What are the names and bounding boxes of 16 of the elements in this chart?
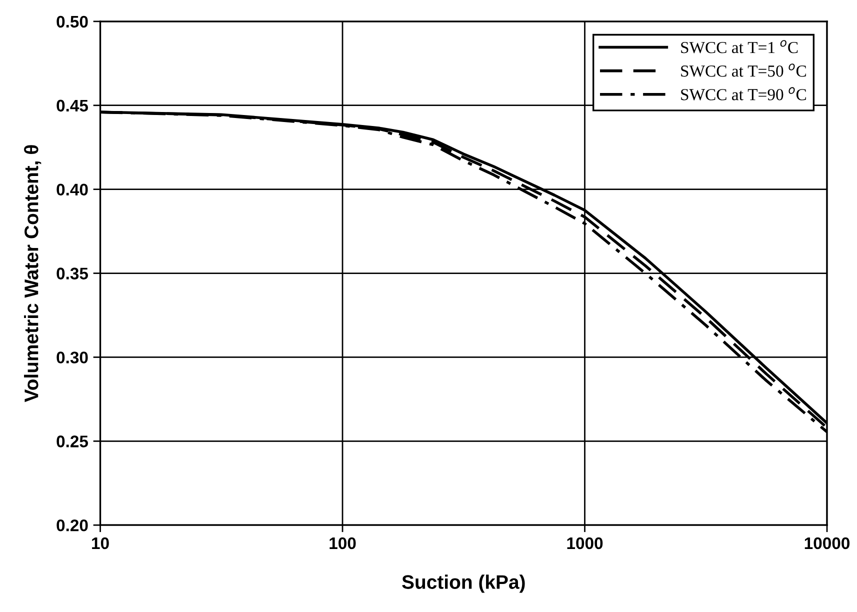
y-tick-label: 0.30	[56, 352, 88, 364]
y-tick-label: 0.50	[56, 16, 88, 28]
y-tick-label: 0.35	[56, 268, 88, 280]
y-tick-label: 0.45	[56, 100, 88, 112]
legend-label: SWCC at T=90 $^{o}$C	[681, 87, 806, 100]
y-axis-title: Volumetric Water Content, θ	[24, 145, 42, 402]
x-tick-label: 100	[330, 537, 356, 550]
x-axis-title: Suction (kPa)	[402, 574, 525, 593]
legend-label: SWCC at T=1 $^{o}$C	[681, 40, 798, 54]
x-tick-label: 1000	[567, 537, 603, 550]
legend-label: SWCC at T=50 $^{o}$C	[681, 64, 806, 77]
x-tick-label: 10000	[804, 537, 850, 550]
y-tick-label: 0.20	[56, 519, 88, 532]
x-tick-label: 10	[92, 537, 109, 550]
y-tick-label: 0.25	[56, 436, 88, 448]
y-tick-label: 0.40	[56, 184, 88, 196]
